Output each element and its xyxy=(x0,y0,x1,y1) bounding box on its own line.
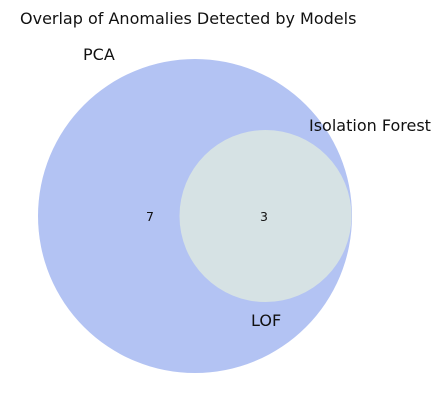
set-label-lof: LOF xyxy=(251,311,281,330)
chart-title: Overlap of Anomalies Detected by Models xyxy=(20,9,356,28)
region-count-pca-only: 7 xyxy=(146,209,154,224)
set-label-isolation-forest: Isolation Forest xyxy=(309,116,431,135)
set-label-pca: PCA xyxy=(83,45,115,64)
region-count-overlap: 3 xyxy=(260,209,268,224)
set-circle-inner xyxy=(179,130,352,302)
